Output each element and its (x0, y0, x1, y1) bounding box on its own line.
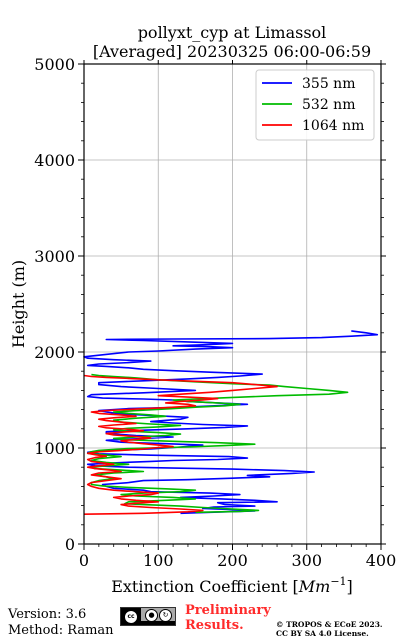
x-tick-label: 300 (291, 551, 322, 570)
legend-label: 532 nm (302, 97, 355, 113)
legend-box (255, 69, 375, 141)
creative-commons-by-sa-icon: cc ● ↻ (120, 607, 176, 626)
x-axis-label: Extinction Coefficient [Mm−1] (111, 575, 353, 596)
copyright-line1: © TROPOS & ECoE 2023. (276, 620, 383, 629)
series-lines (83, 330, 379, 515)
y-tick-label: 1000 (34, 439, 75, 458)
y-tick-label: 2000 (34, 343, 75, 362)
copyright-line2: CC BY SA 4.0 License. (276, 629, 369, 638)
preliminary-line1: Preliminary (185, 603, 271, 618)
x-axis-label-unit: Mm (298, 577, 331, 596)
series-line-355-nm (83, 330, 379, 515)
x-axis-label-close: ] (347, 577, 353, 596)
x-tick-label: 200 (217, 551, 248, 570)
method-label: Method: Raman (8, 623, 114, 638)
x-tick-label: 100 (143, 551, 174, 570)
x-axis-label-exp: −1 (330, 575, 346, 588)
y-axis-label: Height (m) (9, 260, 28, 348)
legend: 355 nm 532 nm 1064 nm (255, 69, 375, 141)
x-tick-label: 400 (366, 551, 397, 570)
preliminary-results-notice: Preliminary Results. (185, 603, 285, 633)
cc-icon: cc (124, 610, 138, 624)
legend-label: 355 nm (302, 76, 355, 92)
x-tick-label: 0 (79, 551, 89, 570)
y-tick-label: 0 (65, 535, 75, 554)
copyright-notice: © TROPOS & ECoE 2023. CC BY SA 4.0 Licen… (276, 620, 400, 638)
series-line-1064-nm (83, 374, 278, 515)
series-line-532-nm (86, 373, 349, 514)
legend-label: 1064 nm (302, 118, 364, 134)
chart-subtitle: [Averaged] 20230325 06:00-06:59 (93, 42, 371, 61)
y-tick-label: 5000 (34, 55, 75, 74)
x-axis-label-main: Extinction Coefficient [ (111, 577, 299, 596)
y-tick-label: 3000 (34, 247, 75, 266)
chart-title: pollyxt_cyp at Limassol (138, 23, 327, 42)
y-tick-label: 4000 (34, 151, 75, 170)
version-label: Version: 3.6 (8, 607, 87, 622)
preliminary-line2: Results. (185, 618, 244, 633)
